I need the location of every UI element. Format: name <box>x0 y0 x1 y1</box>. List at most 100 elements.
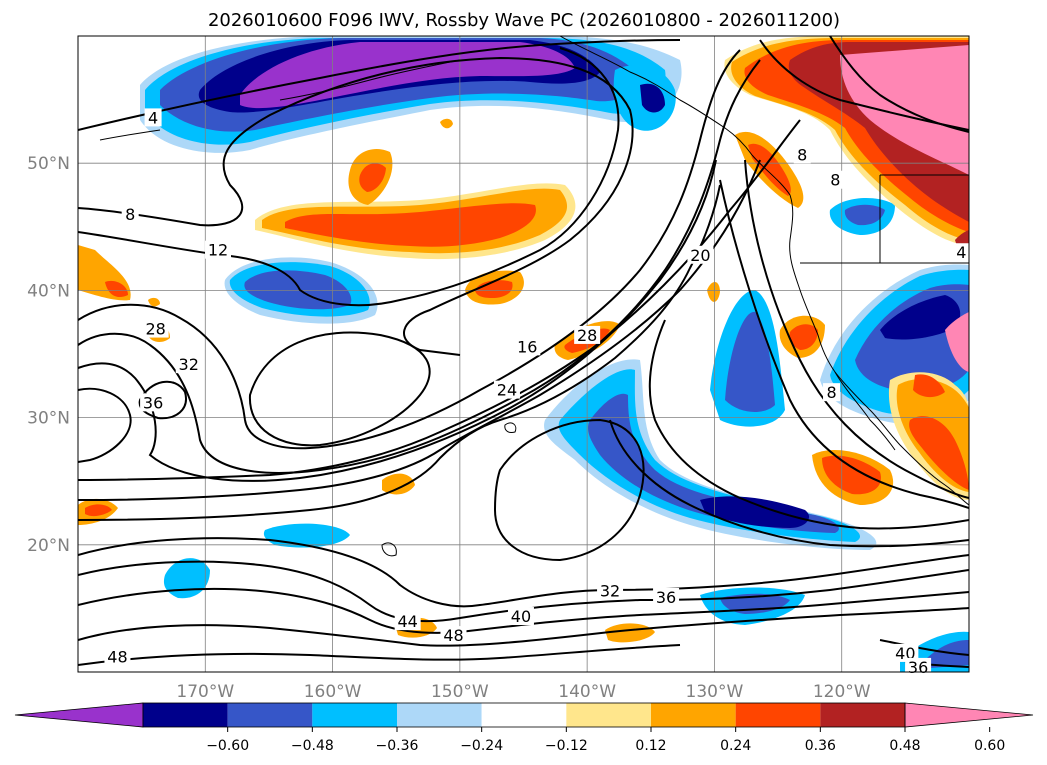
coast-alaska <box>559 36 753 156</box>
contour-label: 12 <box>208 241 228 260</box>
colorbar-segment <box>143 703 228 727</box>
contour-label-bg <box>597 581 624 600</box>
lat-tick-label: 50°N <box>27 154 70 174</box>
contour-label: 40 <box>511 607 531 626</box>
lon-tick-label: 120°W <box>813 682 871 702</box>
shade-pos-170w-b <box>148 297 160 307</box>
contour-label-bg <box>826 170 844 189</box>
shade-pos-mexico-2 <box>909 416 969 490</box>
coast-hawaii-1 <box>381 542 397 557</box>
colorbar-segment <box>312 703 397 727</box>
contour-label-bg <box>205 240 232 259</box>
shade-pos-gulf-dot <box>440 118 453 129</box>
colorbar-segment <box>227 703 313 727</box>
contour-iwv-east-1 <box>648 319 969 530</box>
colorbar: −0.60 −0.48 −0.36 −0.24 −0.12 0.12 0.24 0.36 0.4… <box>14 702 1034 754</box>
colorbar-frame <box>142 702 906 728</box>
shade-pos-nw-mexico <box>945 312 969 372</box>
contour-label-bg <box>507 607 534 626</box>
lat-tick-label: 40°N <box>27 281 70 301</box>
pc-shading <box>78 36 969 672</box>
contour-label-bg <box>793 145 811 164</box>
contour-iwv-south-4 <box>78 607 969 647</box>
contour-iwv-4 <box>78 39 681 131</box>
colorbar-tick-label: −0.48 <box>291 738 334 754</box>
contour-label: 36 <box>656 588 676 607</box>
contour-iwv-east-3 <box>719 179 969 509</box>
lat-tick-label: 30°N <box>27 409 70 429</box>
lon-tick-label: 160°W <box>304 682 362 702</box>
coastline <box>99 36 969 557</box>
shade-pos-50n-core <box>359 163 386 192</box>
contour-iwv-8 <box>78 56 634 356</box>
shade-pos-20n-core <box>822 455 881 495</box>
contour-iwv-south-2 <box>78 560 969 623</box>
contour-label-bg <box>144 108 162 127</box>
contour-iwv-east-4 <box>744 159 969 499</box>
contour-label-bg <box>952 243 970 262</box>
shade-neg-se-corner-core <box>925 640 969 668</box>
contour-label: 32 <box>600 582 620 601</box>
contour-iwv-canada <box>759 39 969 131</box>
contour-label-bg <box>493 380 520 399</box>
contour-label: 8 <box>830 171 840 190</box>
lat-tick-label: 20°N <box>27 536 70 556</box>
shade-pos-mexico-2b <box>913 374 945 398</box>
contour-label-bg <box>892 643 919 662</box>
contour-label-bg <box>653 587 680 606</box>
shade-pos-calif-core <box>789 324 818 350</box>
contour-iwv-pacific-loop <box>493 418 645 562</box>
shade-neg-swus-core <box>880 295 961 340</box>
contour-label: 32 <box>179 355 199 374</box>
coast-aleutians-2 <box>99 129 161 141</box>
coast-baja <box>834 371 896 451</box>
shade-neg-130w-core <box>725 311 775 412</box>
iwv-contours <box>78 36 969 668</box>
colorbar-tick-label: 0.24 <box>720 738 751 754</box>
contour-iwv-south-1 <box>78 537 969 608</box>
longitude-tick-labels: 170°W 160°W 150°W 140°W 130°W 120°W <box>176 682 870 702</box>
map-grid <box>78 36 969 672</box>
shade-pos-sw-edge-core <box>85 504 112 517</box>
shade-neg-near-oregon-core <box>844 204 885 226</box>
shade-pos-midpac-2 <box>285 203 536 247</box>
map-frame <box>77 35 970 673</box>
latitude-tick-labels: 20°N 30°N 40°N 50°N <box>27 154 70 556</box>
contour-label-bg <box>394 612 421 631</box>
colorbar-tick-label: −0.12 <box>545 738 588 754</box>
contour-label: 16 <box>517 337 537 356</box>
contour-iwv-south-5 <box>78 644 681 666</box>
contour-label: 8 <box>797 145 807 164</box>
contour-label: 36 <box>143 393 163 412</box>
contour-label: 48 <box>107 648 127 667</box>
contour-label: 28 <box>577 326 597 345</box>
shade-neg-eastpac-core <box>700 496 810 528</box>
contour-label: 36 <box>908 658 928 677</box>
shade-pos-40n-e <box>707 281 720 302</box>
chart-title: 2026010600 F096 IWV, Rossby Wave PC (202… <box>208 10 840 31</box>
contour-label-bg <box>175 355 202 374</box>
contour-label: 4 <box>148 108 158 127</box>
shade-pos-west-core <box>105 280 128 298</box>
contour-label: 4 <box>956 243 966 262</box>
contour-label-bg <box>104 647 131 666</box>
colorbar-extend-high <box>904 702 1034 728</box>
contour-label: 48 <box>443 626 463 645</box>
colorbar-tick-label: 0.48 <box>889 738 920 754</box>
contour-label-bg <box>823 383 841 402</box>
contour-label-bg <box>574 325 601 344</box>
colorbar-segment <box>820 703 905 727</box>
contour-iwv-canada-2 <box>829 36 969 133</box>
colorbar-tick-label: −0.36 <box>376 738 419 754</box>
contour-label-bg <box>440 626 467 645</box>
lon-tick-label: 130°W <box>686 682 744 702</box>
contour-label: 28 <box>145 320 165 339</box>
contour-label: 8 <box>826 383 836 402</box>
shade-neg-eastpac-1 <box>558 369 861 542</box>
colorbar-segment <box>651 703 736 727</box>
contour-label-bg <box>905 657 932 676</box>
lon-tick-label: 150°W <box>431 682 489 702</box>
colorbar-tick-label: −0.60 <box>206 738 249 754</box>
shade-neg-sitka-core <box>640 83 665 113</box>
